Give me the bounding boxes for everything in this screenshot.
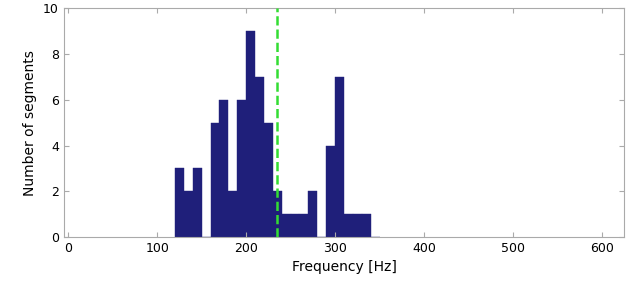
Bar: [282, 214, 290, 237]
Bar: [326, 146, 335, 237]
Bar: [237, 100, 246, 237]
Bar: [184, 191, 193, 237]
Bar: [353, 214, 362, 237]
Bar: [219, 100, 228, 237]
Bar: [228, 191, 237, 237]
Bar: [264, 123, 273, 237]
Bar: [210, 123, 219, 237]
X-axis label: Frequency [Hz]: Frequency [Hz]: [292, 260, 396, 274]
Bar: [299, 214, 308, 237]
Bar: [344, 214, 353, 237]
Bar: [308, 191, 317, 237]
Bar: [255, 77, 264, 237]
Y-axis label: Number of segments: Number of segments: [24, 50, 38, 196]
Bar: [193, 168, 202, 237]
Bar: [246, 31, 255, 237]
Bar: [273, 191, 282, 237]
Bar: [335, 77, 344, 237]
Bar: [290, 214, 299, 237]
Bar: [362, 214, 371, 237]
Bar: [175, 168, 184, 237]
